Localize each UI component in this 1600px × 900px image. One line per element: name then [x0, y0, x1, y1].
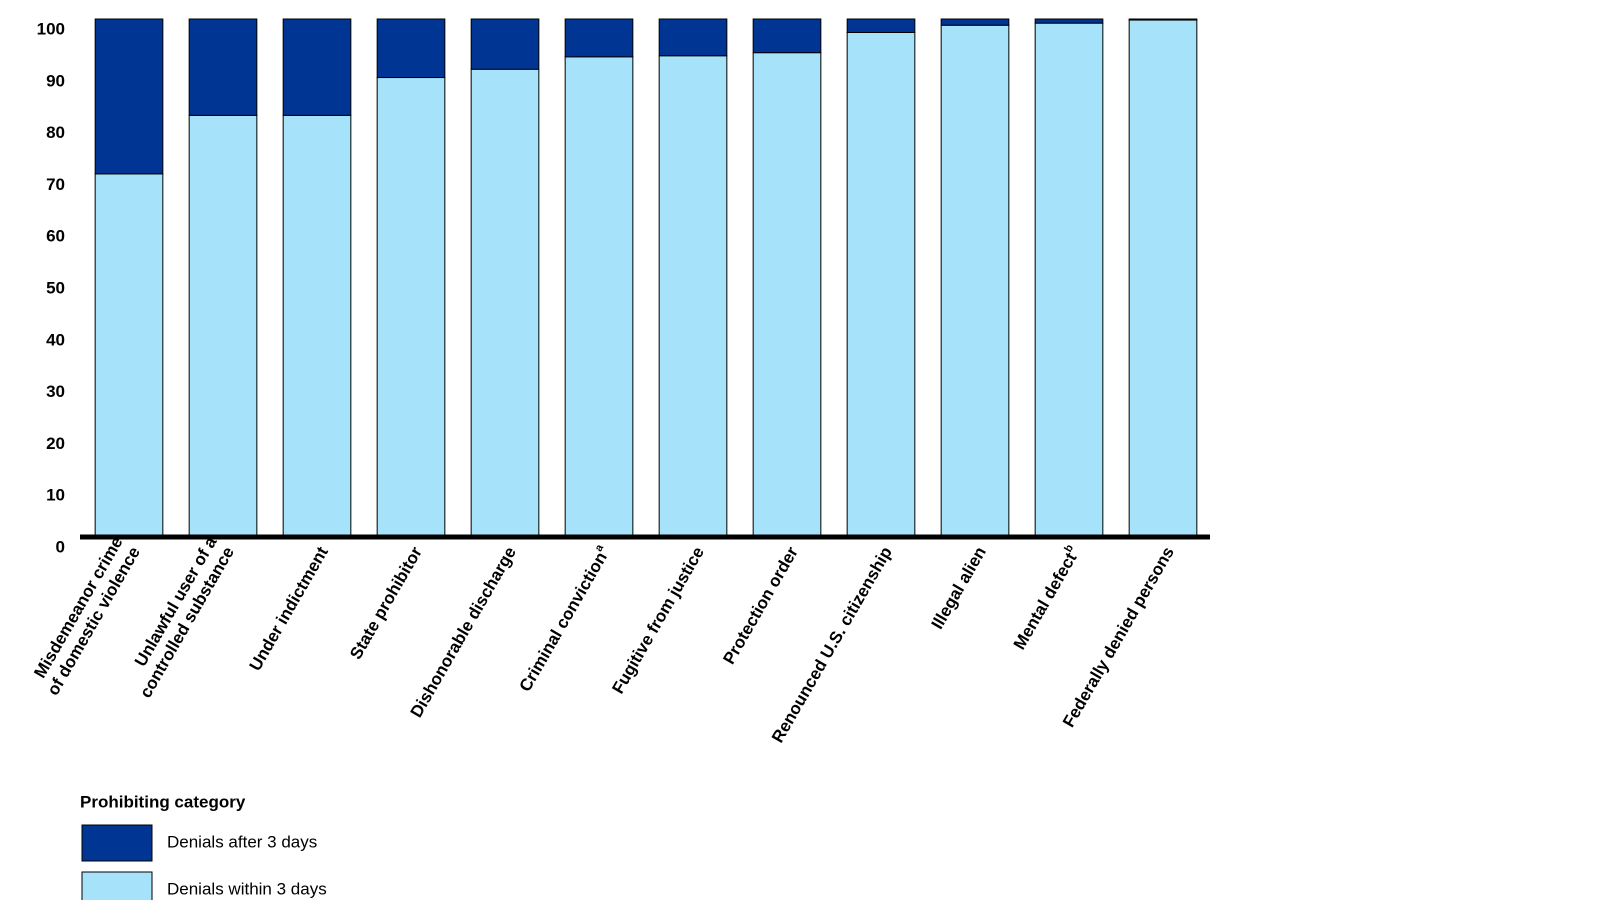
y-tick-label: 20	[46, 434, 65, 453]
bar-segment	[846, 31, 916, 538]
x-tick-label: Mental defectb	[1008, 542, 1085, 653]
y-tick-label: 10	[46, 486, 65, 505]
bar-segment	[188, 114, 258, 538]
x-tick-label-group: State prohibitor	[347, 543, 427, 662]
y-tick-label: 50	[46, 278, 65, 297]
x-tick-label-text: Dishonorable discharge	[407, 544, 520, 721]
x-tick-label-text: State prohibitor	[347, 543, 427, 662]
bar-segment	[940, 24, 1010, 538]
bar-segment	[564, 56, 634, 538]
x-tick-label-text: Illegal alien	[928, 544, 990, 633]
legend-swatch	[81, 824, 153, 862]
bar-segment	[1034, 22, 1104, 538]
bar-segment	[1034, 18, 1104, 24]
legend-swatch	[81, 871, 153, 900]
bar-segment	[376, 18, 446, 79]
y-tick-label: 30	[46, 382, 65, 401]
bar-segment	[94, 173, 164, 538]
legend-title: Prohibiting category	[80, 792, 246, 811]
x-tick-label-group: Fugitive from justice	[609, 544, 709, 697]
y-tick-label: 60	[46, 227, 65, 246]
x-tick-label-text: Under indictment	[246, 543, 333, 674]
bar-segment	[282, 18, 352, 116]
y-tick-label: 70	[46, 175, 65, 194]
bar-segment	[1128, 18, 1198, 21]
bar-segment	[376, 77, 446, 538]
bar-segment	[282, 114, 352, 538]
bar-segment	[752, 18, 822, 54]
bar-segment	[846, 18, 916, 33]
bar-segment	[1128, 19, 1198, 538]
x-tick-label-text: Fugitive from justice	[609, 544, 709, 697]
legend-label: Denials after 3 days	[167, 832, 317, 851]
legend-label: Denials within 3 days	[167, 879, 327, 898]
x-tick-label-group: Mental defectb	[1008, 542, 1085, 653]
bar-segment	[752, 52, 822, 538]
y-tick-label: 90	[46, 71, 65, 90]
x-tick-label-group: Criminal convictiona	[514, 542, 615, 695]
x-tick-label-text: Protection order	[720, 543, 803, 667]
y-tick-label: 80	[46, 123, 65, 142]
x-tick-label-group: Under indictment	[246, 543, 333, 674]
bar-segment	[188, 18, 258, 116]
bar-segment	[470, 68, 540, 538]
x-tick-label: Criminal convictiona	[514, 542, 615, 695]
bar-segment	[470, 18, 540, 70]
x-tick-label-text: Federally denied persons	[1059, 544, 1178, 731]
x-tick-label: Protection order	[720, 543, 803, 667]
x-tick-label: Federally denied persons	[1059, 544, 1178, 731]
y-tick-label: 40	[46, 330, 65, 349]
bar-segment	[564, 18, 634, 58]
x-tick-label: Fugitive from justice	[609, 544, 709, 697]
x-tick-label: State prohibitor	[347, 543, 427, 662]
x-tick-label: Under indictment	[246, 543, 333, 674]
x-tick-label: Illegal alien	[928, 544, 990, 633]
bar-segment	[658, 55, 728, 538]
bar-segment	[940, 18, 1010, 26]
y-tick-label: 100	[37, 19, 65, 38]
x-tick-label-text: Criminal conviction	[516, 549, 611, 695]
y-tick-label: 0	[56, 537, 65, 556]
x-tick-label-text: Mental defect	[1010, 549, 1081, 653]
x-tick-label-group: Dishonorable discharge	[407, 544, 520, 721]
x-tick-label: Dishonorable discharge	[407, 544, 520, 721]
x-tick-label-group: Illegal alien	[928, 544, 990, 633]
bar-segment	[658, 18, 728, 57]
x-tick-label-group: Protection order	[720, 543, 803, 667]
x-tick-label-group: Federally denied persons	[1059, 544, 1178, 731]
bar-segment	[94, 18, 164, 175]
